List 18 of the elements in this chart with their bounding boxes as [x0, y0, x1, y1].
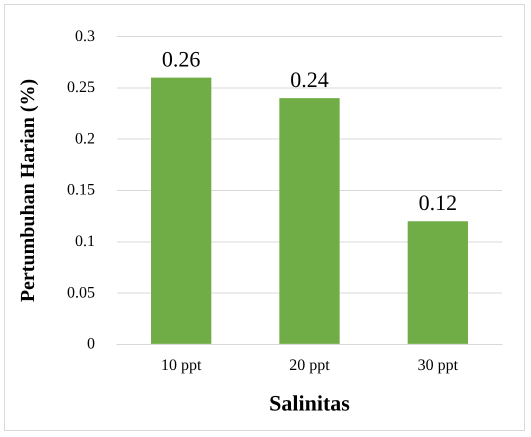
y-tick-label: 0.05: [67, 284, 95, 302]
y-tick-label: 0.3: [75, 28, 95, 45]
y-tick-label: 0: [87, 336, 95, 353]
data-label: 0.26: [162, 46, 200, 72]
y-tick-label: 0.25: [67, 79, 95, 96]
y-tick-label: 0.2: [75, 130, 95, 148]
bar: [408, 221, 468, 344]
y-tick-label: 0.1: [75, 233, 95, 250]
x-tick-label: 20 ppt: [289, 357, 330, 374]
bar: [151, 78, 212, 344]
y-tick-label: 0.15: [67, 182, 95, 199]
data-label: 0.24: [290, 66, 329, 92]
data-label: 0.12: [418, 190, 458, 216]
x-tick-label: 10 ppt: [160, 357, 202, 374]
x-axis-title: Salinitas: [269, 390, 350, 416]
y-axis-title: Pertumbuhan Harian (%): [17, 78, 40, 302]
bar: [279, 98, 340, 344]
x-tick-label: 30 ppt: [418, 357, 459, 374]
